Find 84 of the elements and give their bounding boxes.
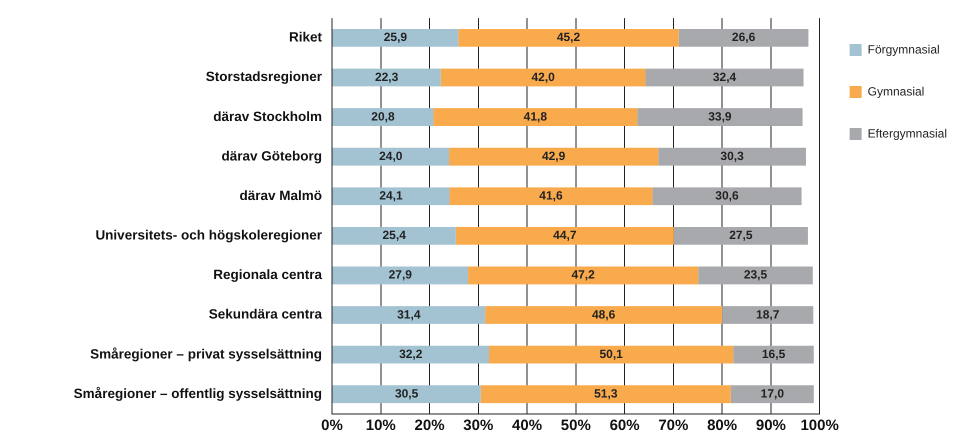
data-label: 30,6 (715, 188, 739, 203)
data-label: 42,9 (542, 148, 566, 163)
bar (485, 306, 722, 324)
y-tick-label: Sekundära centra (208, 306, 322, 322)
y-tick-label: Småregioner – offentlig sysselsättning (74, 386, 322, 401)
data-label: 41,6 (539, 188, 563, 203)
data-label: 51,3 (594, 386, 618, 401)
bar (332, 346, 490, 364)
bar (450, 187, 652, 206)
y-tick-label: därav Stockholm (213, 108, 322, 124)
data-label: 27,5 (729, 228, 753, 242)
bar (678, 28, 808, 47)
bar (637, 108, 803, 126)
data-label: 25,9 (384, 30, 408, 44)
x-tick-label: 60% (610, 417, 640, 434)
bar (658, 148, 806, 166)
x-tick-label: 100% (800, 417, 839, 434)
x-tick-label: 80% (707, 417, 738, 434)
data-label: 23,5 (744, 268, 768, 282)
data-label: 18,7 (756, 307, 780, 322)
bar (722, 306, 814, 324)
bar (698, 266, 813, 284)
legend-label: Gymnasial (868, 84, 924, 98)
data-label: 25,4 (382, 228, 406, 242)
bar (449, 148, 658, 166)
data-label: 32,2 (399, 346, 423, 361)
data-label: 32,4 (712, 70, 737, 84)
bar (332, 28, 458, 47)
legend-label: Eftergymnasial (868, 126, 948, 140)
data-label: 24,1 (379, 188, 404, 203)
y-tick-label: därav Malmö (239, 188, 322, 203)
y-tick-label: Storstadsregioner (206, 69, 323, 84)
bar (332, 266, 468, 284)
data-label: 24,0 (379, 148, 403, 163)
bar (456, 226, 674, 245)
y-tick-label: Småregioner – privat sysselsättning (90, 346, 322, 362)
bar (480, 385, 731, 404)
x-tick-label: 40% (512, 417, 542, 434)
data-label: 44,7 (553, 228, 577, 242)
data-label: 30,3 (720, 148, 744, 163)
data-label: 31,4 (397, 307, 421, 322)
data-label: 16,5 (762, 346, 786, 361)
data-label: 45,2 (556, 30, 581, 44)
y-tick-label: därav Göteborg (221, 148, 322, 164)
bar (332, 148, 450, 166)
x-tick-label: 90% (756, 417, 786, 434)
x-tick-label: 20% (414, 417, 445, 434)
y-tick-label: Riket (288, 30, 322, 45)
data-label: 17,0 (760, 386, 784, 401)
bar (332, 187, 450, 206)
x-tick-label: 70% (658, 417, 688, 434)
data-label: 33,9 (708, 109, 732, 124)
data-label: 20,8 (371, 109, 395, 124)
bar (733, 346, 814, 364)
bar (332, 385, 481, 404)
y-tick-label: Regionala centra (213, 267, 322, 282)
data-label: 48,6 (592, 307, 616, 322)
data-label: 27,9 (388, 268, 412, 282)
bar (652, 187, 802, 206)
bar (458, 28, 679, 47)
bar (433, 108, 638, 126)
y-tick-label: Universitets- och högskoleregioner (95, 228, 323, 243)
bar (468, 266, 698, 284)
bar (332, 108, 434, 126)
x-tick-label: 10% (366, 417, 396, 434)
data-label: 30,5 (394, 386, 419, 401)
bar (674, 226, 808, 245)
bar (489, 346, 734, 364)
data-label: 26,6 (732, 30, 756, 44)
bar (332, 68, 441, 86)
bar (440, 68, 646, 86)
x-tick-label: 50% (560, 417, 591, 434)
legend-label: Förgymnasial (868, 42, 940, 56)
data-label: 42,0 (531, 70, 556, 84)
x-tick-label: 0% (321, 417, 343, 434)
data-label: 47,2 (571, 268, 596, 282)
data-label: 50,1 (599, 346, 624, 361)
data-label: 22,3 (374, 70, 399, 84)
bar (646, 68, 804, 86)
x-tick-label: 30% (463, 417, 494, 434)
bar (332, 226, 456, 245)
bar (332, 306, 486, 324)
data-label: 41,8 (524, 109, 548, 124)
bar (730, 385, 814, 404)
